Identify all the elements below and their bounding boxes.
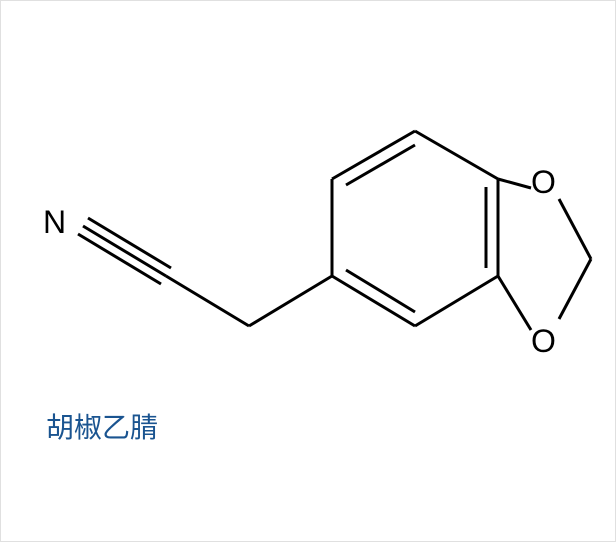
compound-name-label: 胡椒乙腈 <box>46 406 158 446</box>
bond-diox-2 <box>559 199 591 259</box>
bond-triple-3 <box>88 218 171 268</box>
bond-c-ch2 <box>166 276 249 326</box>
bond-benz-6a <box>332 276 415 326</box>
bond-diox-1 <box>498 179 531 188</box>
bond-benz-3 <box>415 131 498 179</box>
bond-diox-4 <box>498 276 531 330</box>
bond-diox-3 <box>559 259 591 319</box>
atom-o2-label: O <box>531 323 556 360</box>
bond-triple-1 <box>83 226 166 276</box>
structure-canvas: N O O 胡椒乙腈 <box>0 0 616 542</box>
atom-o1-label: O <box>531 164 556 201</box>
molecule-svg <box>1 1 616 543</box>
bond-ch2-aryl <box>249 276 332 326</box>
bond-benz-2a <box>332 131 415 179</box>
bond-benz-5 <box>415 276 498 326</box>
atom-n-label: N <box>43 204 66 241</box>
bond-triple-2 <box>78 234 161 284</box>
